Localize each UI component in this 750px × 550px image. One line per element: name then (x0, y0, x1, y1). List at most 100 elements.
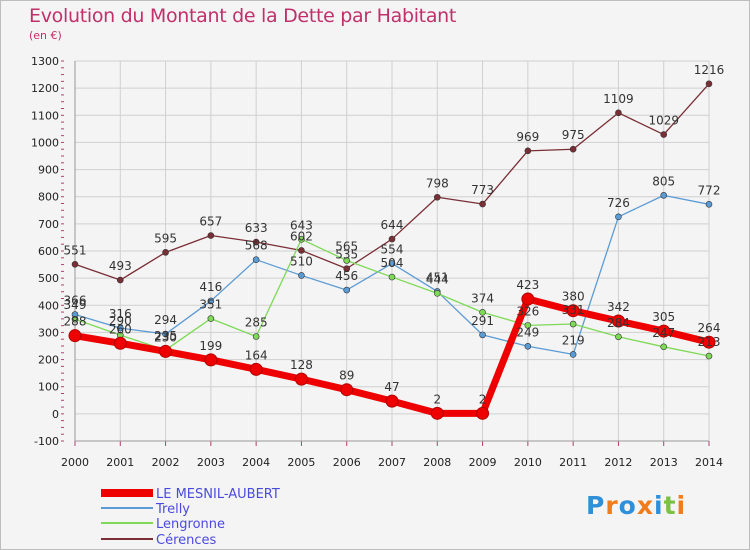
data-point (705, 80, 713, 88)
x-tick-label: 2009 (469, 456, 497, 469)
axes: -100 0 100 200 300 400 500 600 700 800 900 1000 1100… (31, 55, 723, 469)
logo-letter: x (636, 491, 654, 520)
legend-label: Lengronne (156, 517, 225, 532)
data-point (204, 353, 218, 367)
data-label: 416 (199, 280, 222, 294)
data-label: 380 (562, 290, 585, 304)
data-point (207, 297, 215, 305)
data-label: 164 (245, 348, 268, 362)
data-point (702, 335, 716, 349)
data-point (385, 394, 399, 408)
data-point (207, 315, 215, 322)
logo-letter: i (654, 491, 664, 520)
data-point (521, 292, 535, 306)
logo-letter: P (586, 491, 606, 520)
data-label: 444 (426, 272, 449, 286)
data-label: 260 (109, 322, 132, 336)
data-label: 975 (562, 128, 585, 142)
data-labels: 288 260 230 199 164 128 89 47 2 2 423 380 342 305 264 3… (64, 63, 725, 407)
data-point (298, 236, 305, 243)
y-tick-label: 1300 (31, 55, 59, 68)
data-point (433, 290, 441, 297)
data-point (569, 320, 577, 328)
x-tick-label: 2001 (106, 456, 134, 469)
chart-title: Evolution du Montant de la Dette par Hab… (29, 5, 457, 27)
logo-letter: t (663, 491, 677, 520)
x-tick-label: 2011 (559, 456, 587, 469)
data-point (660, 131, 668, 138)
data-label: 89 (339, 369, 354, 383)
x-tick-label: 2005 (287, 456, 315, 469)
data-point (479, 309, 486, 316)
data-point (388, 235, 396, 243)
data-point (252, 256, 260, 263)
data-point (249, 362, 263, 376)
data-label: 773 (471, 183, 494, 197)
y-tick-label: -100 (34, 435, 59, 448)
x-tick-label: 2008 (423, 456, 451, 469)
data-point (524, 147, 532, 155)
data-point (116, 324, 124, 332)
data-label: 510 (290, 254, 313, 268)
x-tick-label: 2006 (333, 456, 361, 469)
data-point (207, 232, 215, 239)
x-tick-label: 2003 (197, 456, 225, 469)
data-label: 374 (471, 291, 494, 305)
x-tick-label: 2000 (61, 456, 89, 469)
data-point (162, 249, 169, 256)
data-label: 568 (245, 239, 268, 253)
data-label: 602 (290, 229, 313, 243)
data-point (252, 333, 260, 340)
data-point (298, 272, 305, 279)
data-label: 294 (154, 313, 177, 327)
y-tick-label: 200 (38, 354, 59, 367)
data-label: 249 (516, 325, 539, 339)
data-point (657, 324, 671, 338)
y-tick-label: 700 (38, 218, 59, 231)
data-point (615, 213, 622, 221)
data-label: 456 (335, 269, 358, 283)
data-label: 805 (652, 174, 675, 188)
data-point (162, 330, 169, 338)
data-label: 288 (64, 315, 87, 329)
y-tick-label: 400 (38, 299, 59, 312)
data-point (705, 352, 713, 360)
data-label: 423 (516, 278, 539, 292)
data-label: 213 (698, 335, 721, 349)
y-tick-label: 300 (38, 326, 59, 339)
data-label: 1216 (694, 63, 725, 77)
x-tick-label: 2010 (514, 456, 542, 469)
data-point (388, 260, 396, 267)
proxiti-logo: Proxiti (586, 491, 686, 520)
logo-letter: r (605, 491, 619, 520)
data-point (615, 109, 622, 117)
data-point (388, 273, 396, 281)
data-point (116, 276, 124, 284)
data-label: 657 (199, 215, 222, 229)
data-label: 798 (426, 176, 449, 190)
data-label: 504 (381, 256, 404, 270)
data-label: 1109 (603, 92, 634, 106)
data-point (340, 383, 354, 397)
logo-letter: i (676, 491, 687, 520)
data-label: 451 (426, 270, 449, 284)
x-tick-label: 2002 (152, 456, 180, 469)
legend-label: Trelly (155, 502, 190, 517)
data-label: 595 (154, 231, 177, 245)
data-label: 633 (245, 221, 268, 235)
data-point (159, 344, 173, 358)
data-label: 565 (335, 240, 358, 254)
data-point (569, 351, 577, 358)
legend-label: Cérences (156, 533, 217, 548)
data-label: 316 (109, 307, 132, 321)
y-unit-label: (en €) (29, 29, 62, 42)
data-label: 643 (290, 218, 313, 232)
y-tick-label: 600 (38, 245, 59, 258)
data-label: 1029 (648, 114, 679, 128)
data-point (479, 331, 486, 339)
data-point (569, 145, 577, 153)
data-label: 230 (154, 330, 177, 344)
data-label: 644 (381, 218, 404, 232)
